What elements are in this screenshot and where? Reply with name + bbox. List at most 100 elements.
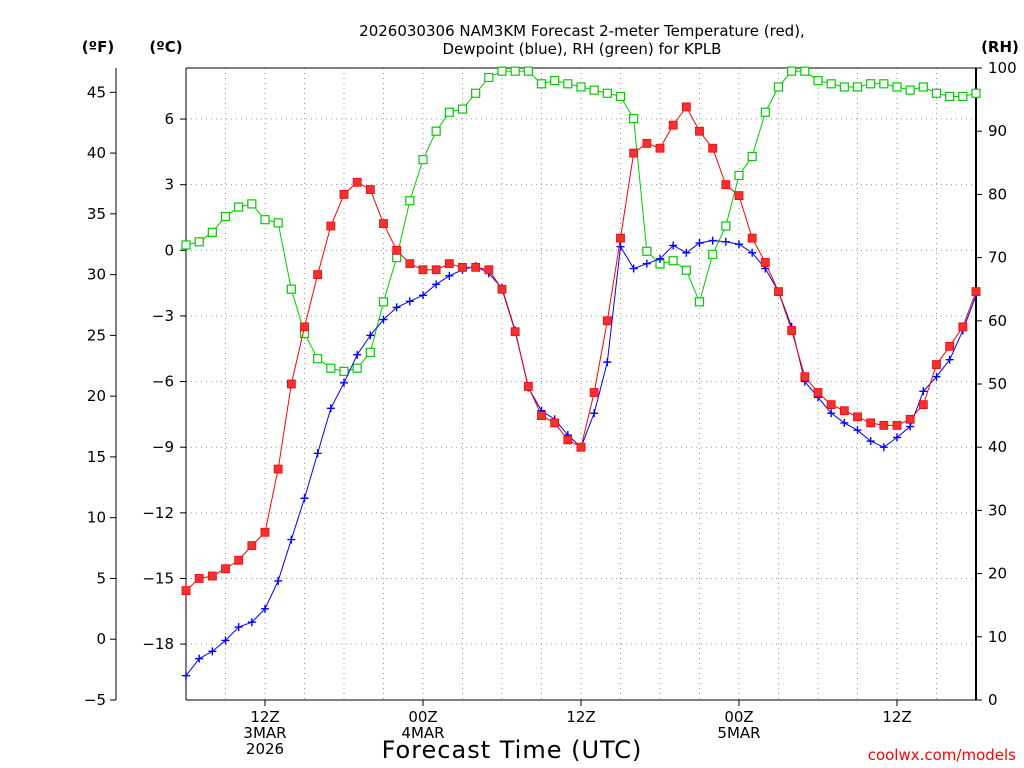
temperature-point <box>760 258 770 267</box>
temperature-point <box>300 322 309 332</box>
temperature-point <box>853 412 862 422</box>
dewpoint-point <box>445 271 454 280</box>
chart-title-line1: 2026030306 NAM3KM Forecast 2-meter Tempe… <box>359 22 805 40</box>
temperature-point <box>339 189 349 199</box>
celsius-tick-label: −6 <box>152 373 174 391</box>
rh-point <box>958 91 968 102</box>
fahrenheit-tick-label: 20 <box>87 387 106 405</box>
x-tick-label: 3MAR <box>243 724 286 742</box>
temperature-point <box>879 420 889 430</box>
temperature-point <box>563 435 573 445</box>
rh-point <box>945 91 955 102</box>
rh-tick-label: 100 <box>988 59 1017 77</box>
rh-point <box>207 227 217 237</box>
temperature-point <box>629 148 639 158</box>
temperature-point <box>181 586 191 596</box>
temperature-point <box>918 400 928 410</box>
temperature-point <box>826 400 836 410</box>
x-tick-label: 12Z <box>250 708 279 726</box>
dewpoint-point <box>840 418 849 427</box>
temperature-point <box>866 418 876 428</box>
dewpoint-point <box>945 355 954 364</box>
dewpoint-point <box>695 239 704 248</box>
temperature-point <box>589 388 599 397</box>
rh-tick-label: 60 <box>988 312 1007 330</box>
dewpoint-point <box>603 358 612 367</box>
temperature-point <box>431 265 441 275</box>
dewpoint-point <box>340 378 348 387</box>
temperature-point <box>405 259 415 269</box>
fahrenheit-tick-label: 15 <box>87 448 106 466</box>
dewpoint-point <box>208 647 217 656</box>
dewpoint-point <box>247 618 256 627</box>
rh-point <box>234 202 244 212</box>
temperature-point <box>523 382 533 391</box>
rh-point <box>352 363 362 373</box>
rh-point <box>813 76 823 86</box>
rh-point <box>418 155 428 165</box>
dewpoint-point <box>669 241 678 250</box>
fahrenheit-tick-label: 25 <box>87 326 106 344</box>
fahrenheit-tick-label: 10 <box>87 509 106 527</box>
rh-point <box>852 82 863 92</box>
rh-point <box>536 79 547 89</box>
dewpoint-point <box>182 671 190 680</box>
temperature-point <box>326 221 336 231</box>
rh-tick-label: 50 <box>988 375 1007 393</box>
rh-point <box>247 199 257 209</box>
rh-tick-label: 20 <box>988 565 1007 583</box>
temperature-point <box>721 180 731 190</box>
rh-point <box>905 85 915 95</box>
temperature-point <box>905 414 915 424</box>
celsius-tick-label: 6 <box>164 110 174 128</box>
rh-point <box>668 256 678 266</box>
temperature-point <box>734 191 744 201</box>
x-axis-label: Forecast Time (UTC) <box>382 736 643 764</box>
rh-point <box>629 113 639 124</box>
dewpoint-point <box>234 623 243 632</box>
rh-point <box>892 82 902 92</box>
rh-point <box>550 76 560 86</box>
rh-point <box>313 354 323 364</box>
rh-point <box>523 66 533 76</box>
celsius-tick-label: −3 <box>152 307 174 325</box>
celsius-tick-label: 0 <box>164 241 174 259</box>
rh-point <box>866 79 876 89</box>
temperature-point <box>221 564 230 574</box>
rh-point <box>471 88 481 98</box>
dewpoint-point <box>261 604 269 613</box>
dewpoint-point <box>379 315 388 324</box>
temperature-point <box>379 219 388 228</box>
rh-point <box>642 246 652 256</box>
temperature-point <box>260 527 270 537</box>
temperature-point <box>458 262 467 272</box>
dewpoint-point <box>827 409 836 418</box>
rh-point <box>708 249 718 260</box>
rh-tick-label: 30 <box>988 501 1007 519</box>
temperature-point <box>484 265 494 275</box>
dewpoint-point <box>432 280 441 289</box>
temperature-point <box>642 138 652 148</box>
dewpoint-point <box>616 242 625 251</box>
x-tick-label: 12Z <box>882 708 911 726</box>
rh-point <box>971 88 981 98</box>
temperature-point <box>444 259 454 269</box>
x-tick-label: 00Z <box>408 708 437 726</box>
x-tick-label: 2026 <box>246 740 284 758</box>
rh-point <box>615 91 626 102</box>
rh-point <box>747 151 757 162</box>
rh-point <box>773 82 784 92</box>
rh-point <box>800 66 810 76</box>
rh-point <box>589 85 599 95</box>
rh-tick-label: 90 <box>988 122 1007 140</box>
temperature-point <box>839 406 849 416</box>
temperature-point <box>668 120 678 130</box>
rh-point <box>392 253 402 263</box>
rh-point <box>484 72 494 83</box>
temperature-point <box>418 265 428 275</box>
temperature-point <box>247 541 257 551</box>
temperature-point <box>497 284 507 294</box>
rh-point <box>734 170 744 181</box>
fahrenheit-tick-label: 45 <box>87 83 106 101</box>
rh-point <box>497 66 507 76</box>
